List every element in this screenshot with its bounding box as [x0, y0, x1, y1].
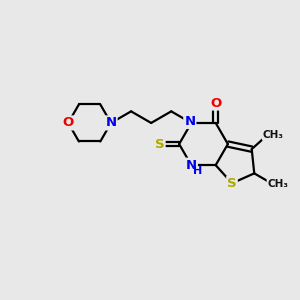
Text: H: H: [193, 166, 203, 176]
Text: O: O: [63, 116, 74, 129]
Text: N: N: [105, 116, 117, 129]
Text: S: S: [227, 177, 237, 190]
Text: CH₃: CH₃: [268, 179, 289, 189]
Text: N: N: [186, 159, 197, 172]
Text: CH₃: CH₃: [263, 130, 284, 140]
Text: N: N: [184, 115, 195, 128]
Text: S: S: [155, 138, 165, 151]
Text: O: O: [210, 97, 221, 110]
